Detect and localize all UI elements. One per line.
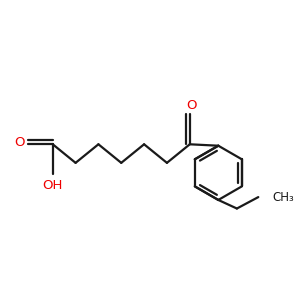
Text: O: O xyxy=(15,136,25,149)
Text: CH₃: CH₃ xyxy=(273,191,294,205)
Text: OH: OH xyxy=(43,179,63,192)
Text: O: O xyxy=(187,99,197,112)
